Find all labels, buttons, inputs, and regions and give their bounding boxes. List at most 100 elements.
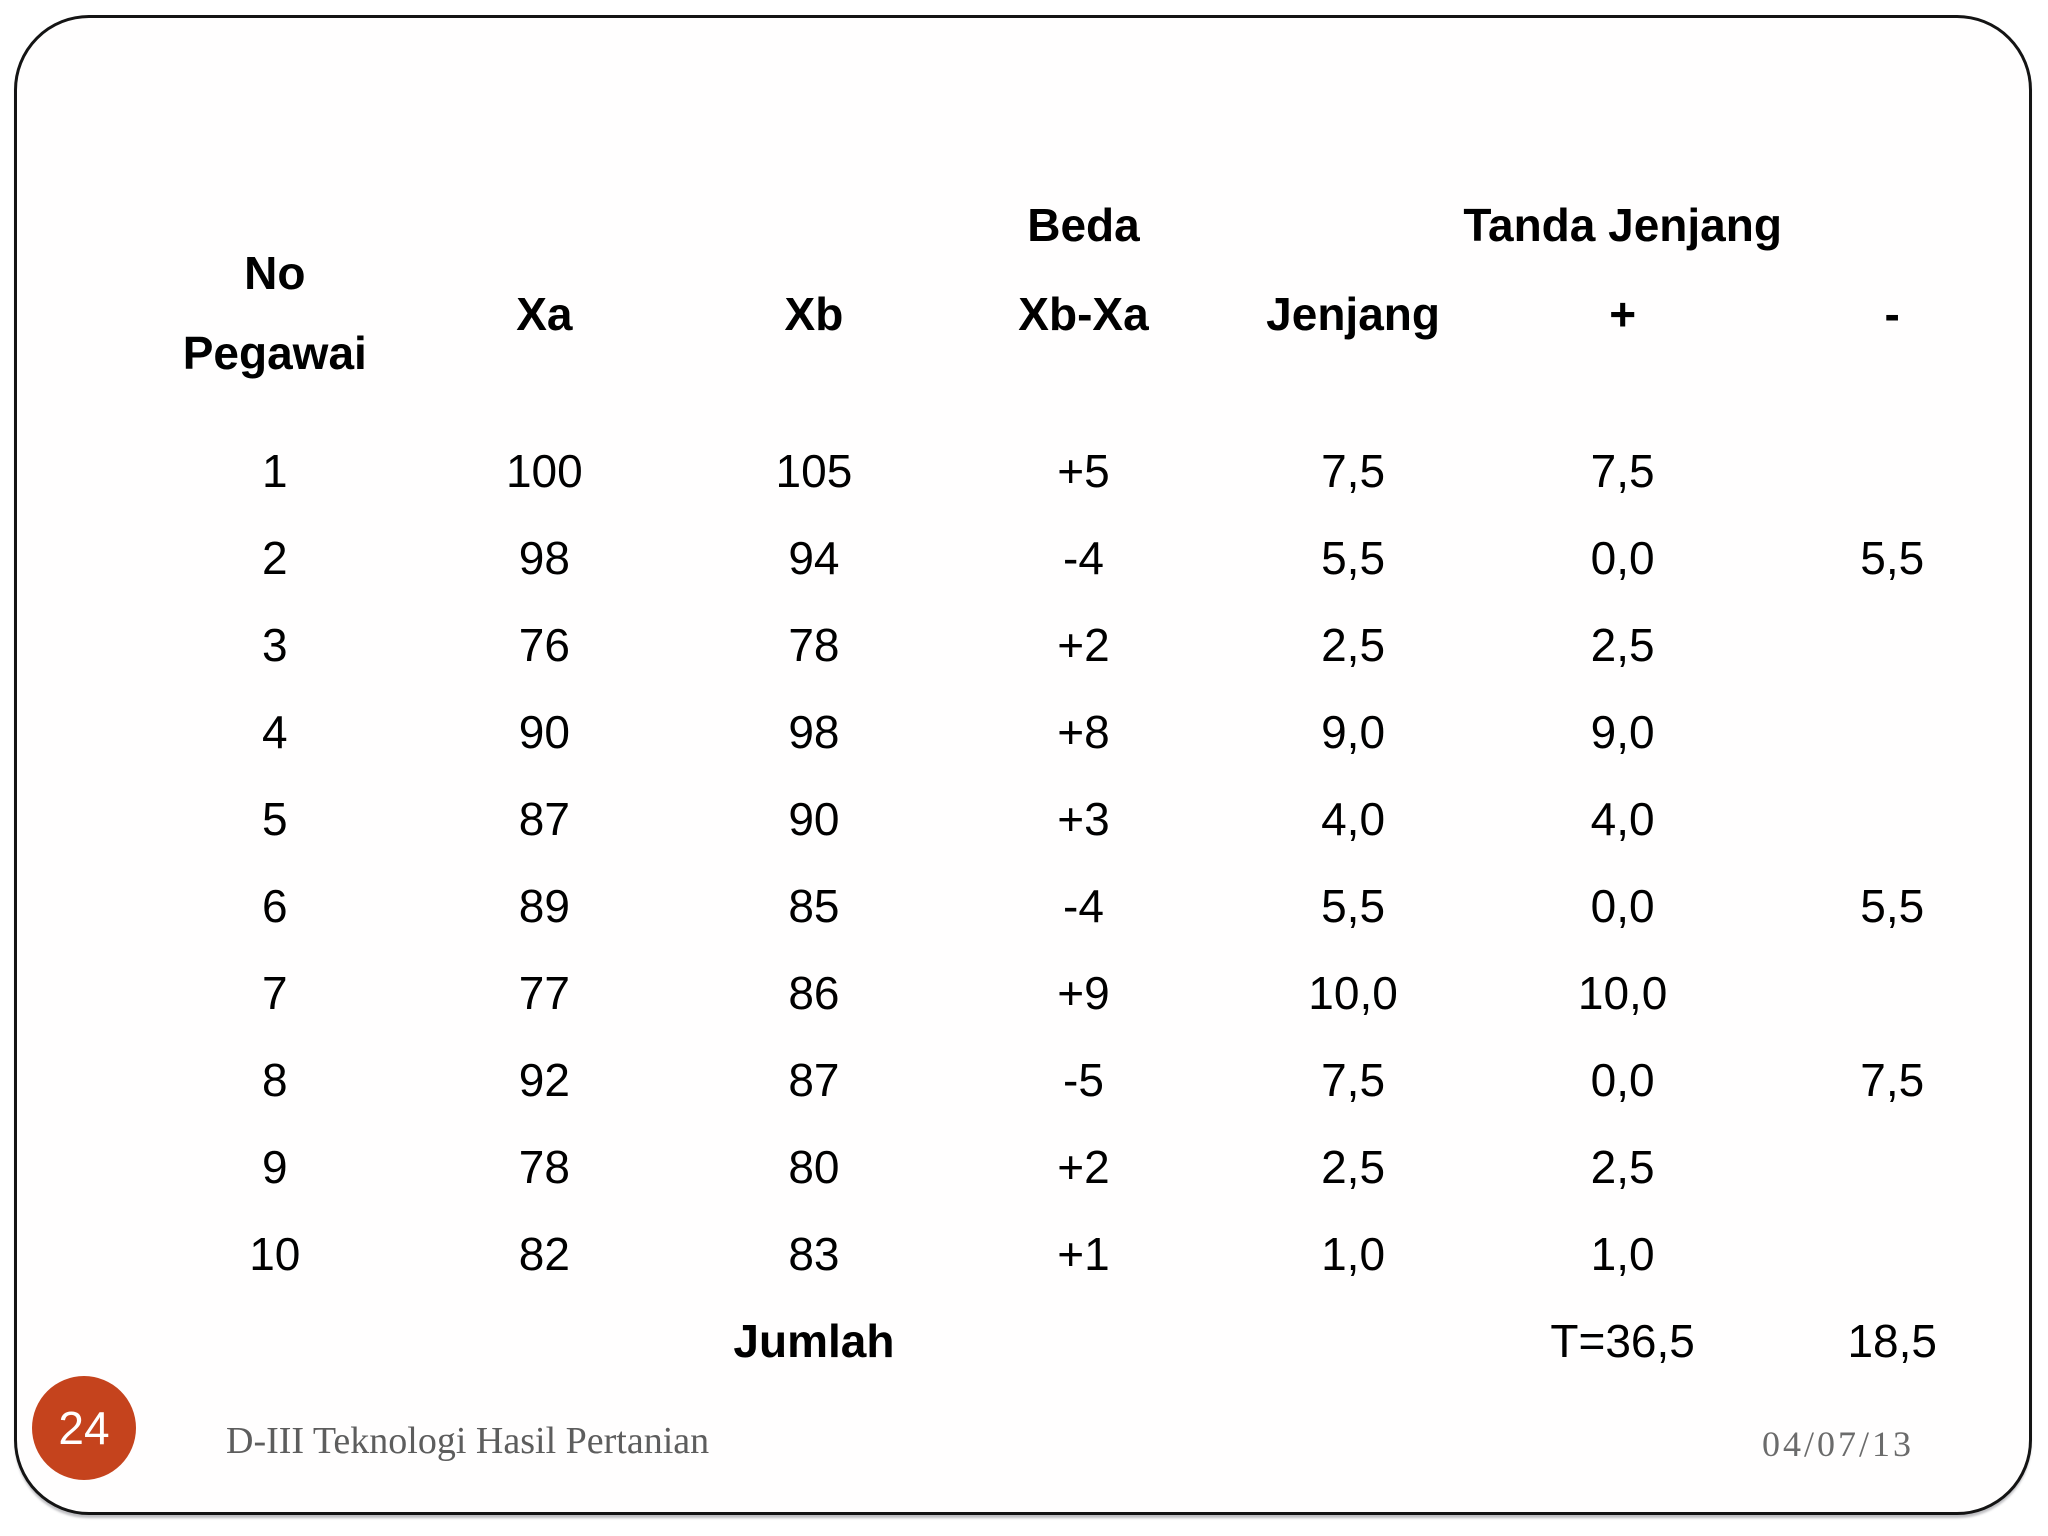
header-col-no-pegawai: No Pegawai [140,181,410,411]
header-beda-line2: Xb-Xa [1018,288,1149,340]
cell-plus: 4,0 [1590,793,1655,845]
cell-minus: 5,5 [1860,880,1925,932]
table-row: 5 87 90 +3 4,0 4,0 [140,776,2027,863]
cell-no: 1 [261,445,288,497]
table-body: 1 100 105 +5 7,5 7,5 2 98 94 -4 5,5 0,0 … [140,428,2027,1385]
table-row: 2 98 94 -4 5,5 0,0 5,5 [140,515,2027,602]
cell-minus [1757,950,2027,1037]
cell-jenjang: 7,5 [1321,445,1386,497]
cell-xb: 78 [788,619,840,671]
page-number: 24 [58,1402,110,1454]
cell-beda: +1 [1057,1228,1110,1280]
header-tanda-jenjang: Tanda Jenjang [1463,199,1782,251]
cell-xa: 78 [518,1141,570,1193]
cell-minus [1757,776,2027,863]
table-row: 1 100 105 +5 7,5 7,5 [140,428,2027,515]
cell-minus [1757,428,2027,515]
cell-plus: 9,0 [1590,706,1655,758]
header-col-xb: Xb [679,181,949,411]
header-xb: Xb [784,288,844,340]
cell-xa: 82 [518,1228,570,1280]
cell-beda: +2 [1057,619,1110,671]
cell-xb: 105 [775,445,853,497]
cell-minus: 7,5 [1860,1054,1925,1106]
cell-beda: -4 [1063,532,1104,584]
cell-minus [1757,602,2027,689]
summary-plus-total: T=36,5 [1550,1315,1695,1367]
header-col-tanda-minus: - [1757,181,2027,411]
cell-xa: 76 [518,619,570,671]
page-number-badge: 24 [32,1376,136,1480]
header-jenjang: Jenjang [1266,288,1440,340]
cell-xa: 77 [518,967,570,1019]
cell-plus: 10,0 [1577,967,1668,1019]
cell-no: 2 [261,532,288,584]
cell-jenjang: 2,5 [1321,619,1386,671]
cell-no: 9 [261,1141,288,1193]
cell-beda: +2 [1057,1141,1110,1193]
cell-plus: 0,0 [1590,880,1655,932]
table-row: 10 82 83 +1 1,0 1,0 [140,1211,2027,1298]
cell-xa: 89 [518,880,570,932]
cell-plus: 2,5 [1590,619,1655,671]
summary-label: Jumlah [733,1315,895,1367]
header-no-line1: No [244,247,306,299]
cell-xb: 94 [788,532,840,584]
cell-xb: 80 [788,1141,840,1193]
cell-plus: 7,5 [1590,445,1655,497]
cell-xb: 90 [788,793,840,845]
cell-beda: +8 [1057,706,1110,758]
cell-jenjang: 9,0 [1321,706,1386,758]
cell-no: 8 [261,1054,288,1106]
cell-minus [1757,1124,2027,1211]
table-row: 6 89 85 -4 5,5 0,0 5,5 [140,863,2027,950]
cell-jenjang: 5,5 [1321,880,1386,932]
cell-no: 6 [261,880,288,932]
cell-no: 7 [261,967,288,1019]
cell-jenjang: 2,5 [1321,1141,1386,1193]
header-minus-sign: - [1884,288,1900,340]
table-row: 4 90 98 +8 9,0 9,0 [140,689,2027,776]
table-row: 8 92 87 -5 7,5 0,0 7,5 [140,1037,2027,1124]
cell-xb: 83 [788,1228,840,1280]
summary-row: Jumlah T=36,5 18,5 [140,1298,2027,1385]
cell-jenjang: 1,0 [1321,1228,1386,1280]
cell-xb: 86 [788,967,840,1019]
cell-beda: +5 [1057,445,1110,497]
header-plus-sign: + [1609,288,1637,340]
cell-xa: 87 [518,793,570,845]
cell-xa: 90 [518,706,570,758]
cell-beda: -4 [1063,880,1104,932]
header-no-line2: Pegawai [182,327,367,379]
cell-no: 5 [261,793,288,845]
cell-xa: 100 [505,445,583,497]
cell-jenjang: 4,0 [1321,793,1386,845]
cell-xb: 98 [788,706,840,758]
cell-minus: 5,5 [1860,532,1925,584]
table-row: 7 77 86 +9 10,0 10,0 [140,950,2027,1037]
summary-minus-total: 18,5 [1847,1315,1937,1367]
slide-frame: No Pegawai Xa Xb Beda Xb-Xa Jenjang Tand… [14,15,2032,1515]
cell-beda: +9 [1057,967,1110,1019]
cell-jenjang: 5,5 [1321,532,1386,584]
cell-xb: 87 [788,1054,840,1106]
header-col-tanda-plus: Tanda Jenjang + [1463,181,1782,411]
footer-date: 04/07/13 [1761,1424,1914,1464]
table-row: 3 76 78 +2 2,5 2,5 [140,602,2027,689]
cell-plus: 1,0 [1590,1228,1655,1280]
cell-minus [1757,689,2027,776]
cell-plus: 0,0 [1590,1054,1655,1106]
header-xa: Xa [516,288,573,340]
cell-jenjang: 10,0 [1308,967,1398,1019]
header-col-beda: Beda Xb-Xa [949,181,1219,411]
cell-beda: -5 [1063,1054,1104,1106]
cell-plus: 2,5 [1590,1141,1655,1193]
cell-xb: 85 [788,880,840,932]
table-row: 9 78 80 +2 2,5 2,5 [140,1124,2027,1211]
cell-beda: +3 [1057,793,1110,845]
cell-minus [1757,1211,2027,1298]
header-col-jenjang: Jenjang [1218,181,1488,411]
footer-left-text: D-III Teknologi Hasil Pertanian [226,1420,710,1462]
cell-no: 3 [261,619,288,671]
table-header: No Pegawai Xa Xb Beda Xb-Xa Jenjang Tand… [140,181,2027,411]
